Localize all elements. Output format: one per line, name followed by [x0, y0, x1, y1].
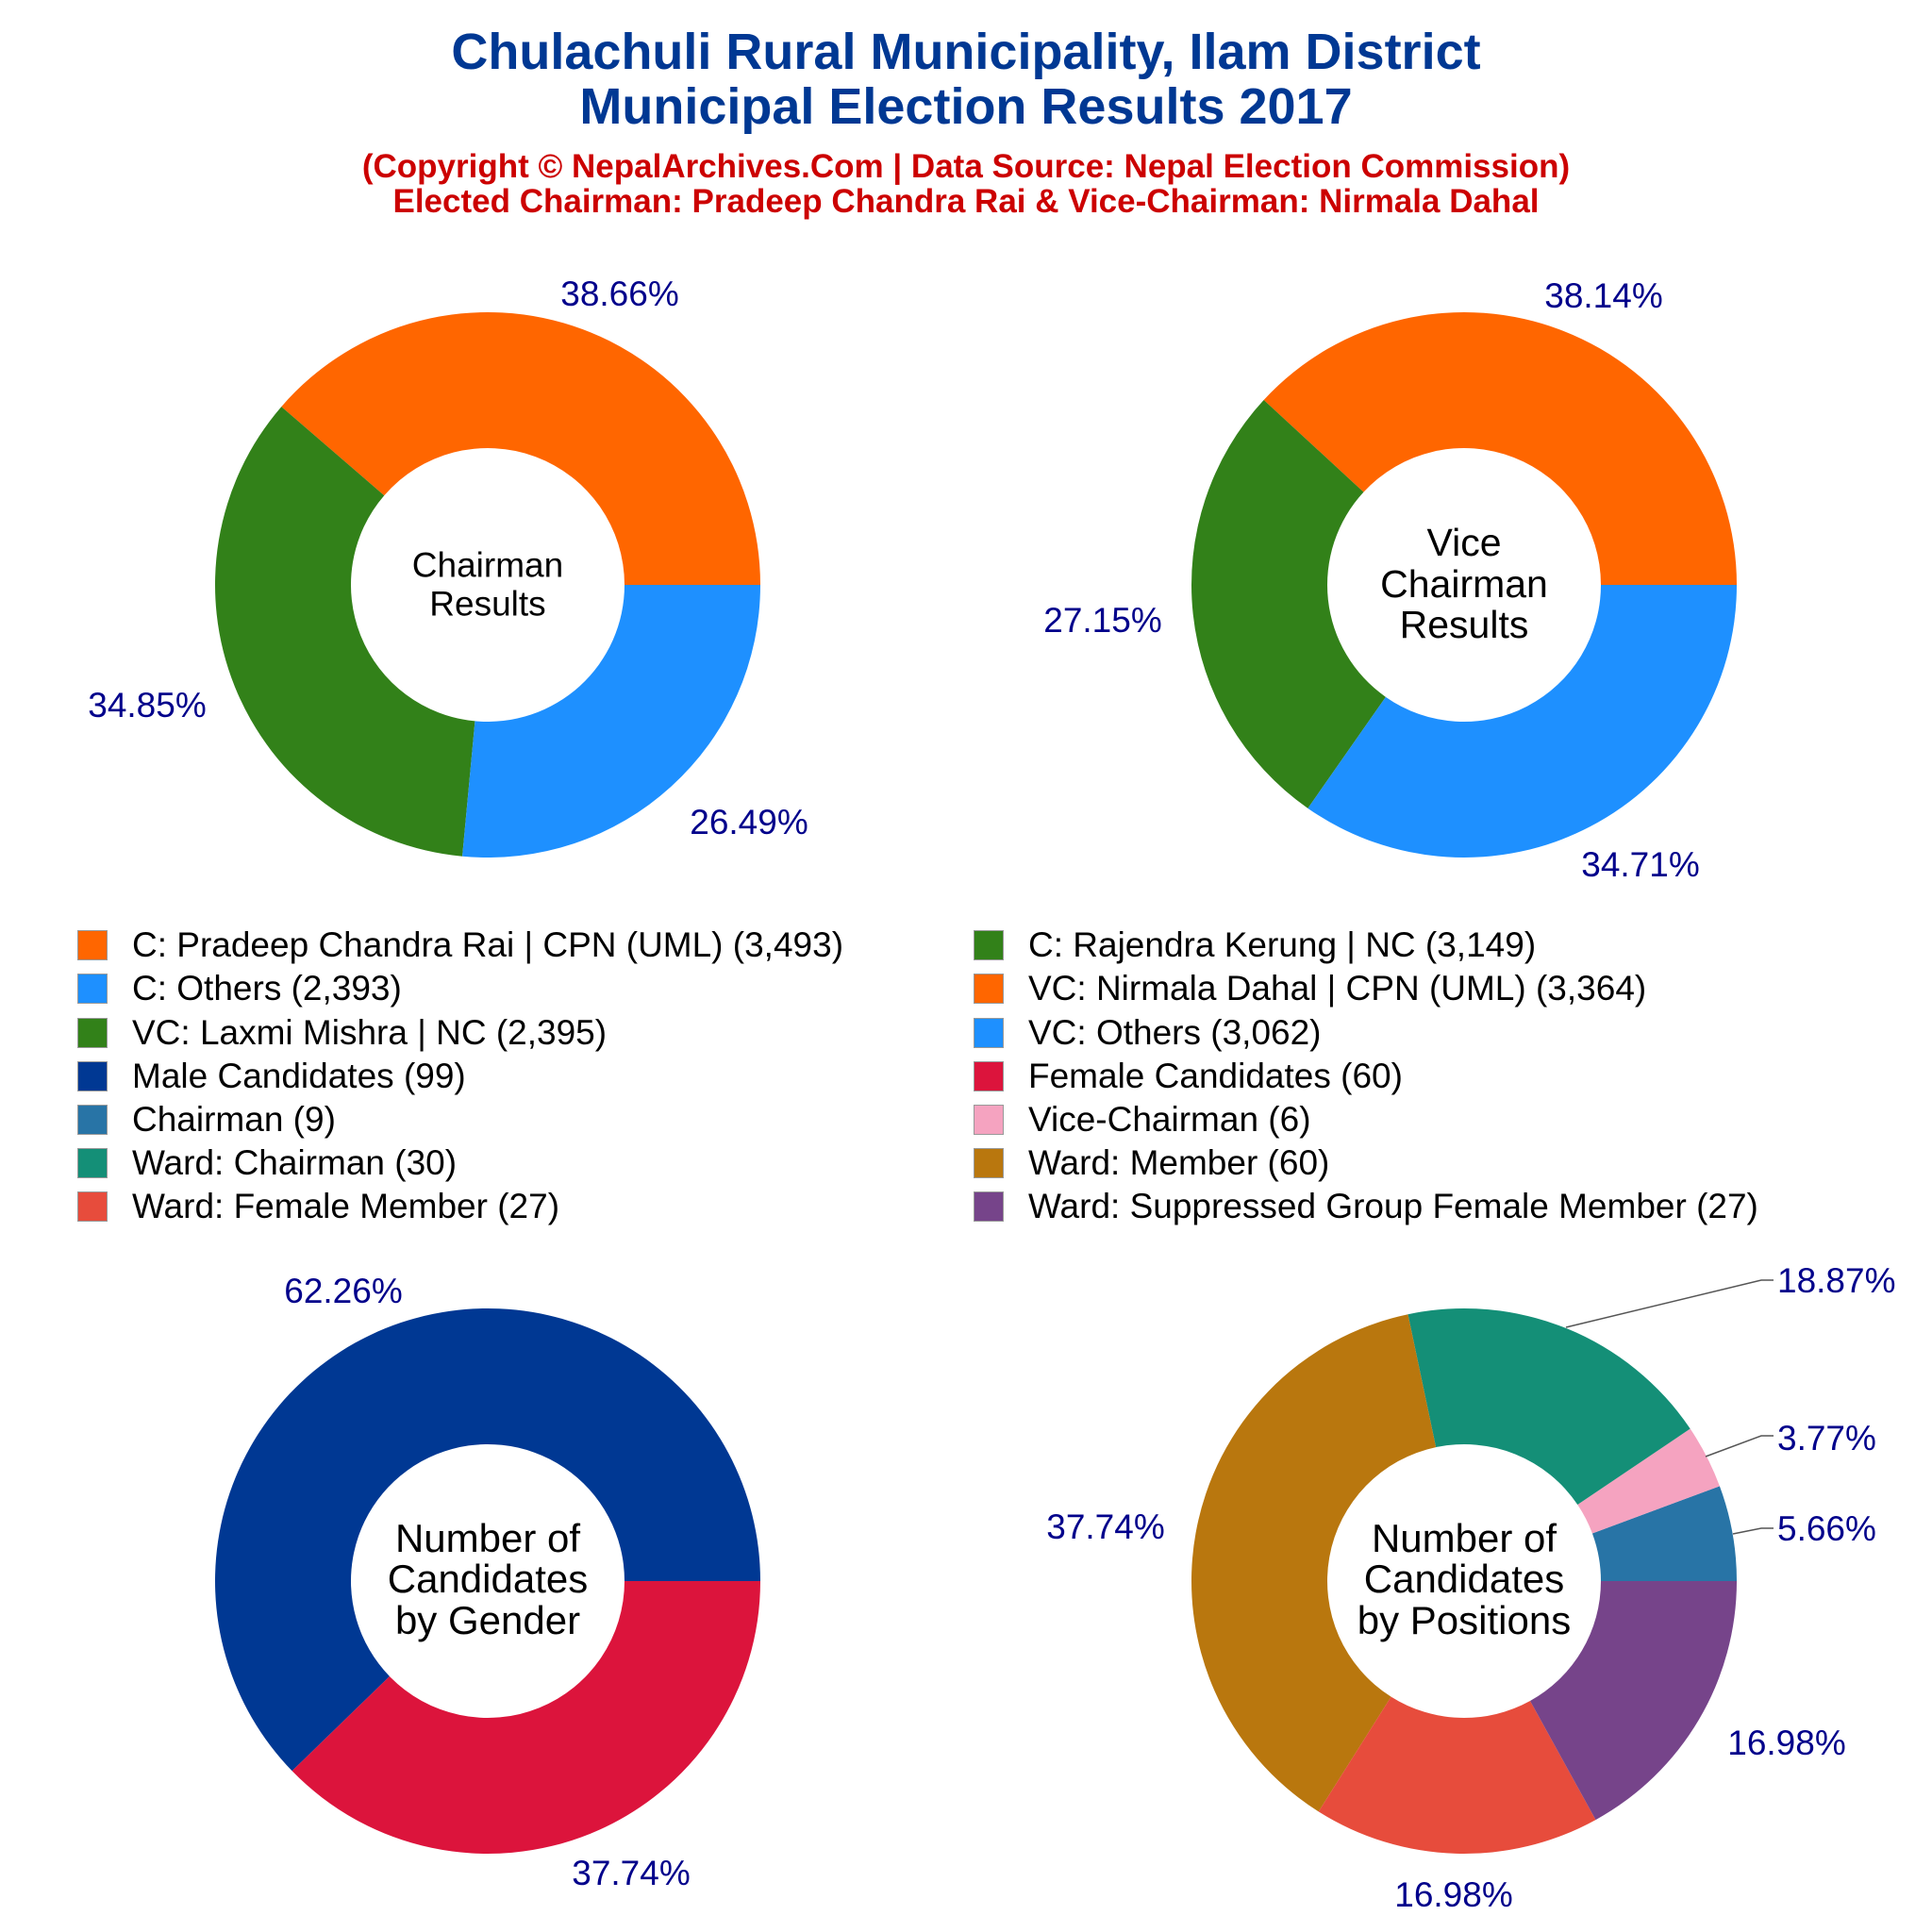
- legend-item: Ward: Female Member (27): [77, 1187, 559, 1226]
- center-label: Number of: [395, 1516, 580, 1560]
- legend-item: VC: Laxmi Mishra | NC (2,395): [77, 1013, 607, 1053]
- slice-ward-suppressed-group-female-member: [1530, 1581, 1737, 1821]
- legend-item: Female Candidates (60): [974, 1057, 1403, 1096]
- legend-item: VC: Nirmala Dahal | CPN (UML) (3,364): [974, 969, 1646, 1008]
- legend-label: VC: Nirmala Dahal | CPN (UML) (3,364): [1028, 969, 1647, 1008]
- legend-swatch: [77, 1148, 108, 1178]
- chart-title-line1: Chulachuli Rural Municipality, Ilam Dist…: [451, 24, 1481, 80]
- legend-item: Ward: Member (60): [974, 1143, 1329, 1183]
- slice-vc-nirmala-dahal-cpn-uml-: [1263, 311, 1737, 585]
- legend-label: Ward: Suppressed Group Female Member (27…: [1028, 1187, 1758, 1225]
- legend-item: Vice-Chairman (6): [974, 1100, 1311, 1140]
- percent-label: 18.87%: [1777, 1261, 1896, 1300]
- percent-label: 37.74%: [572, 1854, 691, 1892]
- slice-vice-chairman: [1577, 1428, 1720, 1534]
- legend-swatch: [77, 1061, 108, 1091]
- slice-vc-laxmi-mishra-nc: [1191, 399, 1386, 808]
- donut-chart-4: 5.66% 3.77% 18.87% 37.74% 16.98% 16.98% Number…: [1046, 1261, 1895, 1914]
- center-label: Chairman: [412, 545, 563, 584]
- percent-label: 26.49%: [690, 803, 808, 841]
- center-label: Candidates: [388, 1557, 588, 1601]
- center-label: Results: [1400, 603, 1529, 646]
- slice-chairman: [1591, 1486, 1737, 1581]
- legend-swatch: [974, 1148, 1004, 1178]
- leader-line: [1705, 1435, 1774, 1457]
- chart-title-line2: Municipal Election Results 2017: [579, 78, 1353, 135]
- legend-item: C: Pradeep Chandra Rai | CPN (UML) (3,49…: [77, 925, 843, 965]
- percent-label: 62.26%: [284, 1272, 403, 1310]
- slice-c-others: [462, 585, 760, 858]
- legend-swatch: [974, 1061, 1004, 1091]
- legend-swatch: [974, 1105, 1004, 1135]
- legend-label: Female Candidates (60): [1028, 1057, 1403, 1095]
- center-label: Number of: [1372, 1516, 1557, 1560]
- legend-label: Ward: Female Member (27): [132, 1187, 560, 1225]
- slice-c-pradeep-chandra-rai-cpn-uml-: [281, 312, 761, 585]
- legend-label: Male Candidates (99): [132, 1057, 466, 1095]
- legend-item: C: Others (2,393): [77, 969, 402, 1008]
- legend-label: C: Others (2,393): [132, 969, 402, 1008]
- legend-item: Ward: Chairman (30): [77, 1143, 457, 1183]
- legend-label: C: Rajendra Kerung | NC (3,149): [1028, 925, 1537, 964]
- legend-swatch: [77, 974, 108, 1004]
- legend-swatch: [974, 1018, 1004, 1048]
- legend-item: Male Candidates (99): [77, 1057, 466, 1096]
- legend-swatch: [77, 1191, 108, 1222]
- legend-swatch: [974, 930, 1004, 960]
- percent-label: 34.85%: [88, 686, 207, 724]
- legend-item: C: Rajendra Kerung | NC (3,149): [974, 925, 1536, 965]
- slice-female-candidates: [291, 1581, 760, 1855]
- center-label: Chairman: [1380, 562, 1548, 606]
- center-label: Results: [429, 584, 545, 623]
- legend-label: C: Pradeep Chandra Rai | CPN (UML) (3,49…: [132, 925, 844, 964]
- percent-label: 16.98%: [1727, 1724, 1846, 1762]
- legend-label: VC: Others (3,062): [1028, 1013, 1322, 1052]
- percent-label: 27.15%: [1043, 601, 1162, 640]
- center-label: by Gender: [395, 1598, 580, 1642]
- legend-swatch: [77, 1018, 108, 1048]
- leader-line: [1565, 1279, 1774, 1328]
- percent-label: 5.66%: [1777, 1509, 1876, 1548]
- elected-subtitle: Elected Chairman: Pradeep Chandra Rai & …: [392, 183, 1540, 220]
- legend-item: Chairman (9): [77, 1100, 336, 1140]
- legend-item: VC: Others (3,062): [974, 1013, 1322, 1053]
- slice-ward-female-member: [1318, 1696, 1596, 1854]
- percent-label: 34.71%: [1581, 845, 1700, 884]
- slice-vc-others: [1307, 585, 1737, 858]
- percent-label: 16.98%: [1394, 1875, 1513, 1914]
- legend-swatch: [77, 930, 108, 960]
- slice-male-candidates: [214, 1308, 760, 1772]
- percent-label: 38.66%: [560, 275, 679, 313]
- percent-label: 38.14%: [1544, 276, 1663, 315]
- center-label: by Positions: [1357, 1598, 1571, 1642]
- legend-swatch: [77, 1105, 108, 1135]
- legend-label: Chairman (9): [132, 1100, 336, 1139]
- percent-label: 37.74%: [1046, 1507, 1165, 1546]
- slice-ward-member: [1191, 1314, 1437, 1812]
- center-label: Candidates: [1364, 1557, 1564, 1601]
- slice-c-rajendra-kerung-nc: [215, 407, 475, 857]
- legend-label: Ward: Chairman (30): [132, 1143, 458, 1182]
- slice-ward-chairman: [1407, 1308, 1690, 1505]
- leader-line: [1732, 1527, 1774, 1535]
- center-label: Vice: [1426, 521, 1501, 564]
- copyright-subtitle: (Copyright © NepalArchives.Com | Data So…: [361, 148, 1571, 185]
- legend-label: Ward: Member (60): [1028, 1143, 1330, 1182]
- legend-label: VC: Laxmi Mishra | NC (2,395): [132, 1013, 608, 1052]
- percent-label: 3.77%: [1777, 1419, 1876, 1457]
- legend-item: Ward: Suppressed Group Female Member (27…: [974, 1187, 1758, 1226]
- legend-swatch: [974, 974, 1004, 1004]
- legend-label: Vice-Chairman (6): [1028, 1100, 1311, 1139]
- legend-swatch: [974, 1191, 1004, 1222]
